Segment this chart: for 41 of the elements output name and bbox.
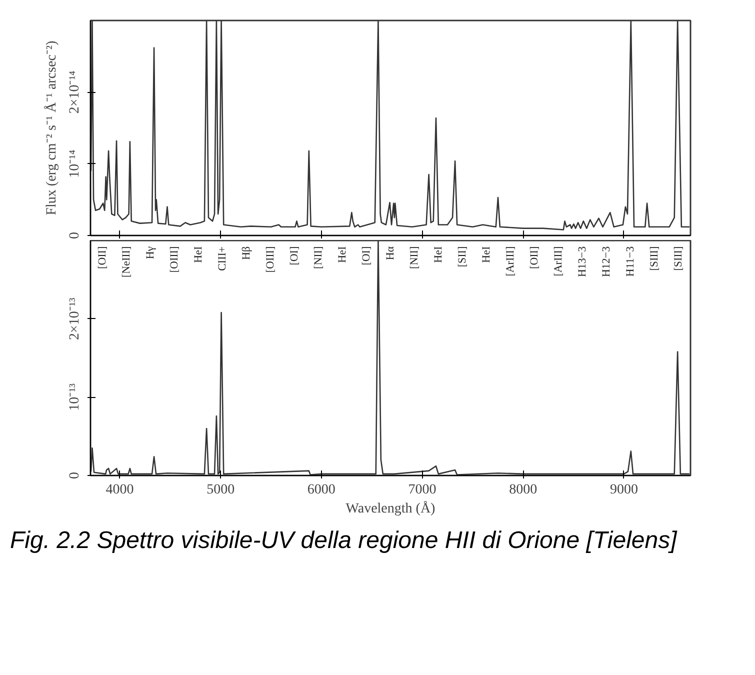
annotation: [OI]	[360, 246, 372, 266]
annotation: HeI	[192, 246, 204, 263]
x-tick-label: 5000	[206, 482, 235, 498]
x-tick-label: 7000	[408, 482, 436, 498]
annotation: [SIII]	[648, 246, 660, 271]
annotation: Hβ	[240, 246, 252, 260]
x-tick-label: 9000	[610, 482, 638, 498]
x-tick-label: 8000	[509, 482, 538, 498]
annotation: [ArIII]	[552, 246, 564, 276]
annotation: [NII]	[312, 246, 324, 269]
x-axis-title: Wavelength (Å)	[346, 500, 436, 516]
annotation: HeI	[480, 246, 492, 263]
annotation: CIII+	[216, 246, 228, 271]
annotation: HeI	[432, 246, 444, 263]
annotation: [OIII]	[168, 246, 180, 273]
caption: Fig. 2.2 Spettro visibile-UV della regione HII di Orione [Tielens]	[10, 526, 677, 556]
annotation: Hγ	[144, 246, 156, 260]
annotation: [SIII]	[672, 246, 684, 271]
annotation: H12−3	[600, 246, 612, 278]
annotation: [OII]	[96, 246, 108, 269]
x-tick-label: 4000	[106, 482, 134, 498]
y-tick-label: 0	[68, 232, 82, 239]
y-tick-label: 10⁻¹⁴	[68, 150, 82, 178]
annotation: [NeIII]	[120, 246, 132, 278]
annotation: [OI]	[288, 246, 300, 266]
annotation: [OII]	[528, 246, 540, 269]
y-tick-label: 0	[68, 472, 82, 479]
annotation: H13−3	[576, 246, 588, 278]
annotation: [ArIII]	[504, 246, 516, 276]
annotation: H11−3	[624, 246, 636, 277]
annotation: [NII]	[408, 246, 420, 269]
y-axis-title: Flux (erg cm⁻² s⁻¹ Å⁻¹ arcsec⁻²)	[44, 40, 60, 216]
y-tick-label: 2×10⁻¹³	[68, 298, 82, 340]
line-series	[90, 240, 690, 476]
y-tick-label: 10⁻¹³	[68, 383, 82, 411]
annotation: HeI	[336, 246, 348, 263]
annotation: [SII]	[456, 246, 468, 268]
y-tick-label: 2×10⁻¹⁴	[68, 70, 82, 114]
annotation: [OIII]	[264, 246, 276, 273]
x-tick-label: 6000	[307, 482, 336, 498]
annotation: Hα	[384, 246, 396, 260]
